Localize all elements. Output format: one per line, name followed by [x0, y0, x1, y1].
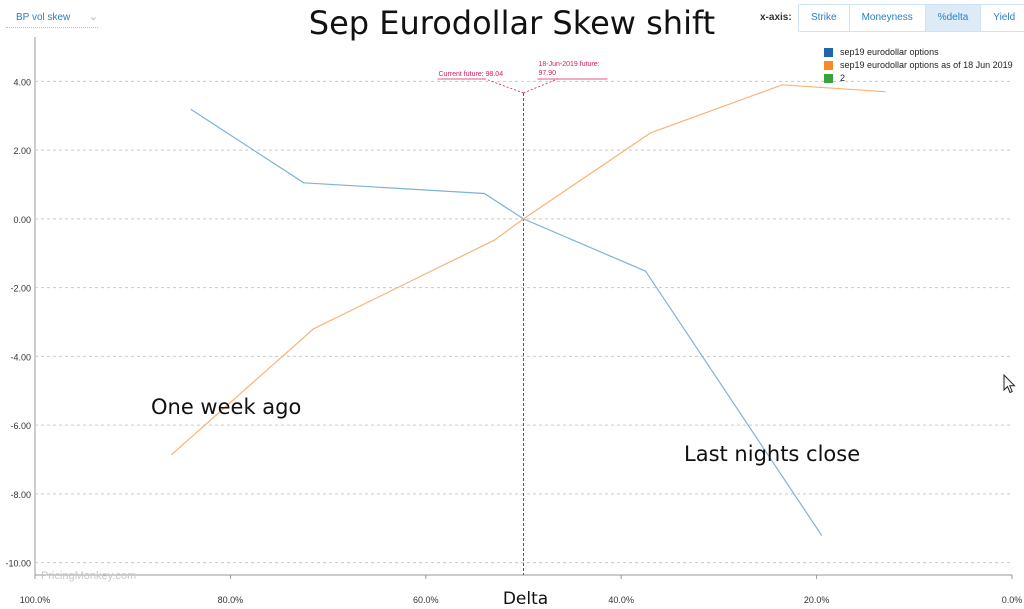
- series-2-point: [781, 84, 784, 86]
- y-tick-label: -4.00: [10, 352, 31, 362]
- future-label-18jun-line: 97.90: [539, 70, 557, 77]
- chevron-down-icon[interactable]: ⌄: [88, 11, 98, 23]
- legend-swatch-series-3: [824, 73, 833, 83]
- y-tick-label: 4.00: [13, 77, 31, 87]
- series-1-point: [303, 182, 305, 184]
- metric-dropdown[interactable]: BP vol skew ⌄: [6, 9, 98, 28]
- x-tick-label: 80.0%: [218, 595, 244, 605]
- series-2-point: [884, 91, 886, 93]
- xaxis-selector: Strike Moneyness %delta Yield: [798, 4, 1024, 32]
- xaxis-selector-label: x-axis:: [760, 12, 792, 23]
- series-2-point: [493, 239, 495, 241]
- future-label-18jun-line: 18-Jun-2019 future:: [539, 61, 600, 68]
- x-tick-label: 100.0%: [20, 595, 51, 605]
- future-label-current: Current future: 98.04: [439, 71, 504, 78]
- series-1-point: [190, 108, 192, 111]
- x-tick-label: 0.0%: [1002, 595, 1023, 605]
- series-2-point: [312, 328, 315, 330]
- metric-dropdown-label: BP vol skew: [16, 12, 71, 23]
- watermark: PricingMonkey.com: [41, 570, 137, 582]
- y-tick-label: -6.00: [10, 421, 31, 431]
- y-tick-label: 0.00: [13, 215, 31, 225]
- xaxis-option-strike[interactable]: Strike: [799, 5, 849, 31]
- series-1-point: [483, 192, 486, 195]
- x-tick-label: 60.0%: [413, 595, 439, 605]
- x-axis-label: Delta: [503, 589, 548, 609]
- series-2-point: [649, 132, 652, 134]
- x-tick-label: 40.0%: [608, 595, 634, 605]
- legend-item-series-2[interactable]: sep19 eurodollar options as of 18 Jun 20…: [824, 59, 1013, 71]
- legend-swatch-series-2: [824, 60, 833, 70]
- series-line-1: [190, 109, 822, 536]
- y-tick-label: 2.00: [13, 146, 31, 156]
- annotation-last-nights-close: Last nights close: [684, 442, 861, 466]
- series-1-point: [820, 534, 823, 536]
- legend-item-series-3[interactable]: 2: [824, 72, 1013, 84]
- legend-label-series-2: sep19 eurodollar options as of 18 Jun 20…: [840, 60, 1013, 70]
- series-1-point: [645, 270, 647, 272]
- y-tick-label: -2.00: [10, 284, 31, 294]
- xaxis-option-yield[interactable]: Yield: [980, 5, 1024, 31]
- future-label-connector-left: [485, 78, 524, 94]
- legend-item-series-1[interactable]: sep19 eurodollar options: [824, 46, 1013, 58]
- x-tick-label: 20.0%: [804, 595, 830, 605]
- y-tick-label: -10.00: [5, 559, 31, 569]
- legend-label-series-3: 2: [840, 73, 846, 83]
- mouse-cursor-icon: [1003, 374, 1016, 394]
- legend-label-series-1: sep19 eurodollar options: [840, 47, 939, 57]
- series-2-point: [522, 218, 525, 220]
- chart-title: Sep Eurodollar Skew shift: [308, 4, 716, 42]
- annotation-one-week-ago: One week ago: [151, 395, 302, 419]
- series-2-point: [171, 453, 173, 455]
- legend-swatch-series-1: [824, 47, 833, 57]
- xaxis-option-moneyness[interactable]: Moneyness: [848, 5, 925, 31]
- xaxis-option-delta[interactable]: %delta: [924, 5, 981, 31]
- y-tick-label: -8.00: [10, 490, 31, 500]
- chart-legend: sep19 eurodollar options sep19 eurodolla…: [824, 46, 1013, 85]
